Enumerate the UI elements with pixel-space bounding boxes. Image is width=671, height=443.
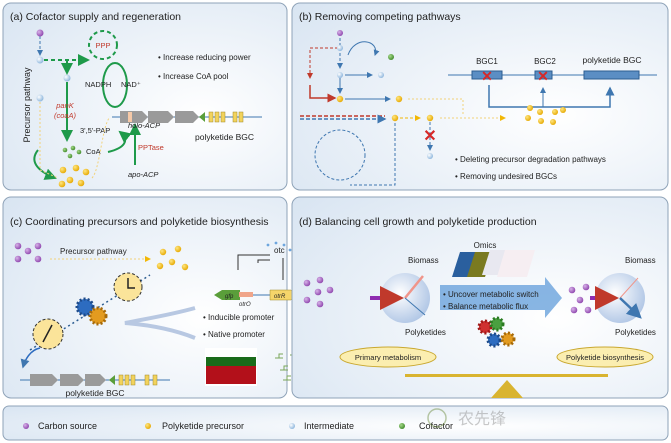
panel-a: (a) Cofactor supply and regeneration Pre… <box>2 2 288 191</box>
legend-carbon-source: Carbon source <box>38 421 97 431</box>
precursor-pathway-label: Precursor pathway <box>22 67 32 143</box>
bgc2-label: BGC2 <box>534 57 556 66</box>
coa-label: CoA <box>86 147 101 156</box>
balance-fulcrum <box>491 380 523 398</box>
panel-d: (d) Balancing cell growth and polyketide… <box>291 196 669 399</box>
panel-b-title: (b) Removing competing pathways <box>299 11 461 23</box>
polyketide-bgc-label-b: polyketide BGC <box>582 55 641 65</box>
watermark-text: 农先锋 <box>458 409 506 428</box>
precursor-pathway-label-c: Precursor pathway <box>60 247 127 256</box>
otro-label: otrO <box>239 302 251 308</box>
legend-cofactor: Cofactor <box>419 421 453 431</box>
intermediate-swatch <box>289 423 295 429</box>
bullet-b-2: • Removing undesired BGCs <box>455 172 557 181</box>
coaa-label: (coaA) <box>54 111 77 120</box>
bullet-a-1: • Increase reducing power <box>158 53 251 62</box>
bullet-b-1: • Deleting precursor degradation pathway… <box>455 155 606 164</box>
polyketides-label-right: Polyketides <box>615 328 656 337</box>
legend-intermediate: Intermediate <box>304 421 354 431</box>
gfp-label: gfp <box>225 294 234 300</box>
bullet-c-2: • Native promoter <box>203 330 265 339</box>
ppp-label: PPP <box>95 41 110 50</box>
bullet-d-2: • Balance metabolic flux <box>443 302 528 311</box>
legend-polyketide-precursor: Polyketide precursor <box>162 421 244 431</box>
panel-a-title: (a) Cofactor supply and regeneration <box>10 11 181 23</box>
biomass-label-right: Biomass <box>625 256 656 265</box>
panel-c-title: (c) Coordinating precursors and polyketi… <box>10 216 269 228</box>
biomass-label-left: Biomass <box>408 256 439 265</box>
panel-d-title: (d) Balancing cell growth and polyketide… <box>299 216 537 228</box>
polyketides-label-left: Polyketides <box>405 328 446 337</box>
pap-label: 3',5'-PAP <box>80 126 110 135</box>
bullet-a-2: • Increase CoA pool <box>158 72 229 81</box>
omics-images <box>452 250 535 277</box>
bullet-d-1: • Uncover metabolic switch <box>443 290 539 299</box>
apo-acp-label: apo-ACP <box>128 170 158 179</box>
legend: Carbon source Polyketide precursor Inter… <box>2 405 669 441</box>
nad-label: NAD⁺ <box>121 80 141 89</box>
gears-icon <box>477 316 516 348</box>
panel-b: (b) Removing competing pathways ✕ BGC1 B… <box>291 2 669 191</box>
heatmap-image <box>205 348 257 386</box>
polyketide-bgc-label-c: polyketide BGC <box>65 388 124 398</box>
holo-acp-label: holo-ACP <box>128 121 160 130</box>
otc-label: otc <box>274 246 285 255</box>
polyketide-precursor-swatch <box>145 423 151 429</box>
bullet-c-1: • Inducible promoter <box>203 313 275 322</box>
bgc1-label: BGC1 <box>476 57 498 66</box>
panel-c: (c) Coordinating precursors and polyketi… <box>2 196 303 399</box>
balance-beam <box>405 374 608 377</box>
blocked-x-icon: ✕ <box>423 128 436 145</box>
carbon-source-swatch <box>23 423 29 429</box>
gear-icon <box>75 297 95 317</box>
watermark-logo: 农先锋 <box>427 408 506 428</box>
nadph-label: NADPH <box>85 80 111 89</box>
gear-icon <box>88 306 108 326</box>
pank-label: panK <box>55 101 75 110</box>
omics-label: Omics <box>474 241 497 250</box>
delete-bgc1-icon: ✕ <box>481 68 493 84</box>
polyketide-biosynthesis-label: Polyketide biosynthesis <box>566 353 644 362</box>
pptase-label: PPTase <box>138 143 164 152</box>
delete-bgc2-icon: ✕ <box>537 68 549 84</box>
primary-metabolism-label: Primary metabolism <box>355 353 421 362</box>
otrr-label: otrR <box>274 294 286 300</box>
cofactor-swatch <box>399 423 405 429</box>
polyketide-bgc-label-a: polyketide BGC <box>195 132 254 142</box>
